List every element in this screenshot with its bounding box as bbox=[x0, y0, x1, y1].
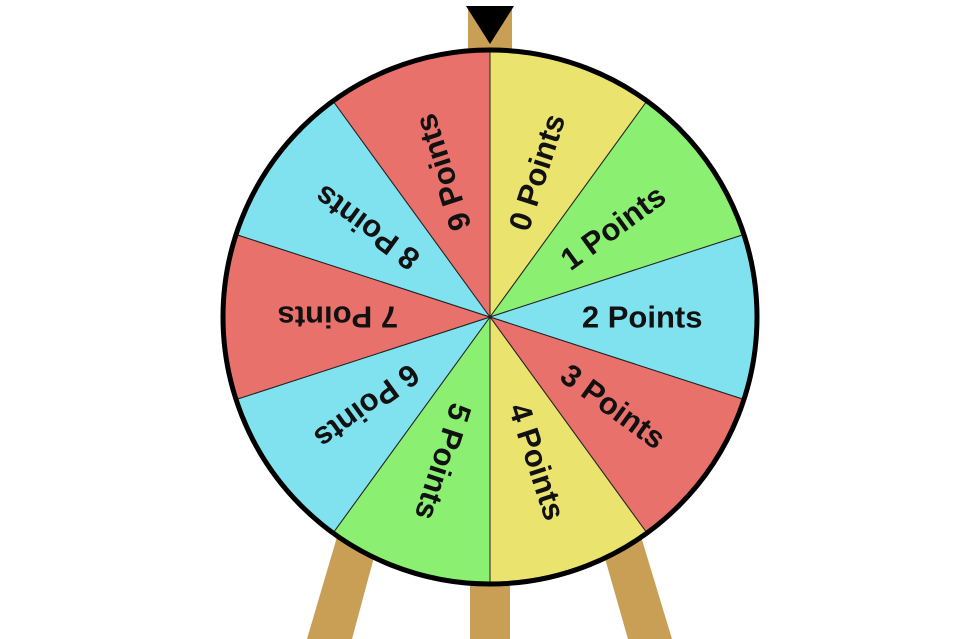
pointer-arrow-icon bbox=[466, 6, 514, 44]
wheel-rim bbox=[220, 47, 760, 587]
wheel-segments bbox=[222, 49, 758, 585]
wheel-segment-label: 7 Points bbox=[278, 300, 399, 335]
wheel-segment-label: 2 Points bbox=[582, 300, 703, 335]
